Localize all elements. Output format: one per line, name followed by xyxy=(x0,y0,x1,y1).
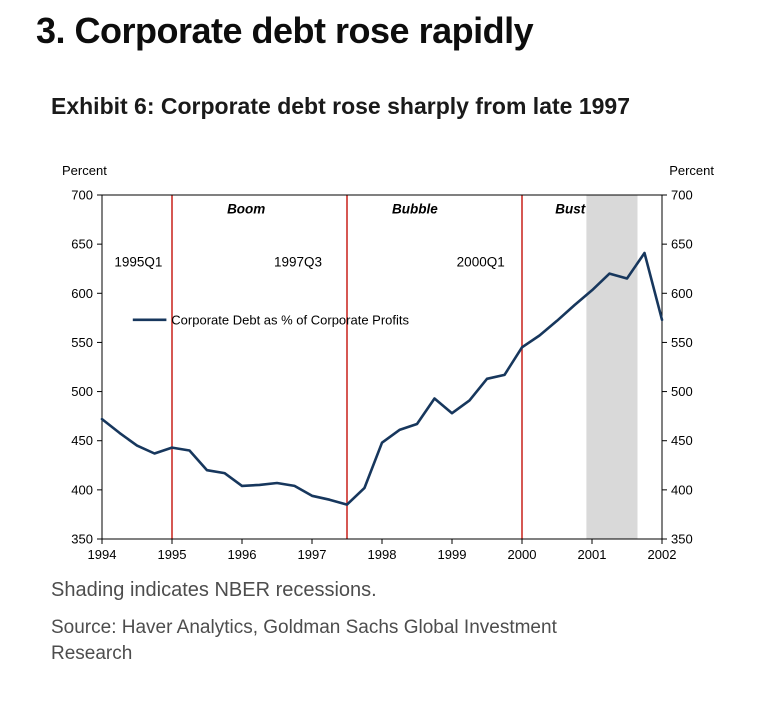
x-tick-label: 1997 xyxy=(298,547,327,562)
y-tick-label-right: 350 xyxy=(671,532,693,547)
phase-label: Boom xyxy=(227,202,265,217)
line-chart: 1995Q1 1997Q3 2000Q1 Boom Bubble Bust 350 350 40… xyxy=(62,163,714,562)
article-page: 3. Corporate debt rose rapidly Exhibit 6… xyxy=(36,10,771,666)
vline-label: 1997Q3 xyxy=(274,255,322,270)
x-tick-label: 2000 xyxy=(508,547,537,562)
y-tick-label-left: 450 xyxy=(71,433,93,448)
chart-source: Source: Haver Analytics, Goldman Sachs G… xyxy=(51,617,557,664)
y-tick-label-left: 700 xyxy=(71,188,93,203)
y-tick-label-right: 450 xyxy=(671,433,693,448)
y-tick-label-right: 700 xyxy=(671,188,693,203)
y-tick-label-left: 550 xyxy=(71,335,93,350)
exhibit-title: Exhibit 6: Corporate debt rose sharply f… xyxy=(51,93,630,120)
y-tick-label-right: 550 xyxy=(671,335,693,350)
y-tick-label-left: 650 xyxy=(71,237,93,252)
page-title: 3. Corporate debt rose rapidly xyxy=(36,10,534,51)
x-tick-label: 1998 xyxy=(368,547,397,562)
legend-label: Corporate Debt as % of Corporate Profits xyxy=(171,312,409,327)
y-tick-label-right: 400 xyxy=(671,482,693,497)
vline-label: 1995Q1 xyxy=(114,255,162,270)
x-tick-label: 2002 xyxy=(648,547,677,562)
recession-band xyxy=(586,195,638,540)
phase-label: Bust xyxy=(555,202,586,217)
y-tick-label-right: 500 xyxy=(671,384,693,399)
y-tick-label-left: 350 xyxy=(71,532,93,547)
x-tick-label: 1996 xyxy=(228,547,257,562)
left-axis-unit-label: Percent xyxy=(62,163,107,178)
vline-label: 2000Q1 xyxy=(457,255,505,270)
exhibit-block: Exhibit 6: Corporate debt rose sharply f… xyxy=(36,89,771,666)
x-tick-label: 1994 xyxy=(88,547,117,562)
phase-label: Bubble xyxy=(392,202,438,217)
x-tick-label: 2001 xyxy=(578,547,607,562)
y-tick-label-left: 600 xyxy=(71,286,93,301)
y-tick-label-left: 400 xyxy=(71,482,93,497)
plot-border xyxy=(101,194,663,540)
x-tick-label: 1999 xyxy=(438,547,467,562)
right-axis-unit-label: Percent xyxy=(669,163,714,178)
y-tick-label-right: 600 xyxy=(671,286,693,301)
y-tick-label-right: 650 xyxy=(671,237,693,252)
chart-caption: Shading indicates NBER recessions. xyxy=(51,579,377,602)
debt-series-line xyxy=(100,251,664,506)
x-tick-label: 1995 xyxy=(158,547,187,562)
y-tick-label-left: 500 xyxy=(71,384,93,399)
